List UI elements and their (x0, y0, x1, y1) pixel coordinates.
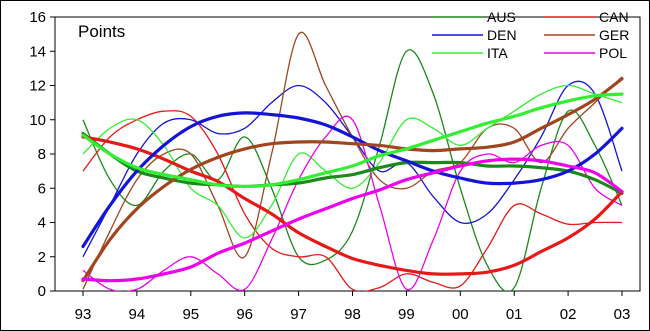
series-line-ger (82, 31, 623, 290)
x-tick-label: 97 (290, 306, 307, 323)
y-tick-label: 2 (38, 249, 46, 266)
legend-label-ita: ITA (487, 45, 508, 61)
y-tick-label: 16 (29, 9, 46, 26)
trend-line-can (81, 135, 624, 276)
x-tick-label: 02 (560, 306, 577, 323)
x-tick-label: 03 (614, 306, 631, 323)
trend-line-pol (81, 157, 624, 283)
series-line-can (82, 110, 623, 291)
x-tick-label: 00 (452, 306, 469, 323)
legend-label-pol: POL (599, 45, 627, 61)
y-tick-label: 0 (38, 283, 46, 300)
y-tick-label: 10 (29, 112, 46, 129)
legend-label-aus: AUS (487, 9, 516, 25)
y-tick-label: 14 (29, 43, 46, 60)
x-tick-label: 95 (182, 306, 199, 323)
legend-label-ger: GER (599, 27, 629, 43)
y-tick-label: 4 (38, 215, 46, 232)
legend: AUS CAN DEN GER ITA POL (432, 9, 629, 61)
x-tick-label: 01 (506, 306, 523, 323)
trend-line-ita (81, 92, 624, 189)
y-tick-label: 8 (38, 146, 46, 163)
y-tick-label: 12 (29, 78, 46, 95)
x-tick-label: 98 (344, 306, 361, 323)
series-line-pol (82, 115, 623, 291)
x-tick-label: 96 (236, 306, 253, 323)
trend-line-ger (81, 77, 624, 283)
series-layer (81, 31, 624, 291)
y-tick-label: 6 (38, 180, 46, 197)
x-tick-label: 93 (75, 306, 92, 323)
legend-label-can: CAN (599, 9, 629, 25)
chart-title: Points (78, 22, 125, 41)
series-line-ita (82, 84, 623, 239)
series-line-aus (82, 49, 623, 291)
trend-line-den (81, 111, 624, 249)
x-tick-label: 99 (398, 306, 415, 323)
x-tick-label: 94 (129, 306, 146, 323)
legend-label-den: DEN (487, 27, 517, 43)
